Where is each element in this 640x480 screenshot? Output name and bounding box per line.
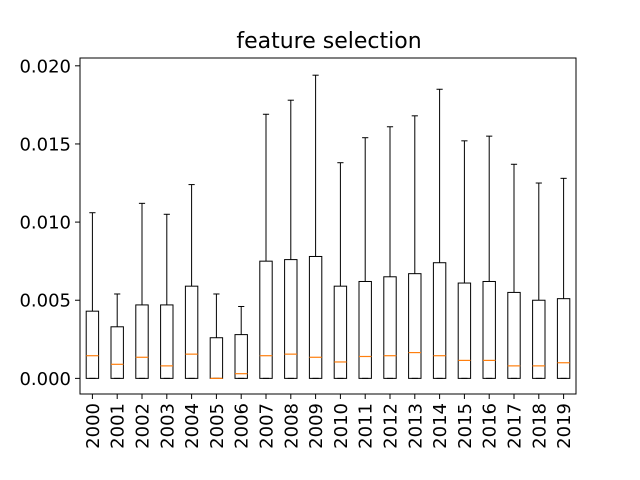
box-2006 [234,305,248,379]
box-body [284,259,298,379]
box-2002 [135,202,149,379]
box-2012 [383,126,397,379]
box-body [234,334,248,379]
box-2009 [308,74,323,379]
box-2010 [333,162,348,379]
x-axis: 2000 2001 2002 2003 2004 2005 2006 2007 2008 2009… [83,394,575,449]
box-body [532,299,546,379]
x-tick-label-2003: 2003 [157,403,178,449]
x-tick-label-2015: 2015 [455,403,476,449]
box-body [408,273,422,379]
box-body [110,326,124,379]
x-tick-label-2012: 2012 [381,403,402,449]
plot-frame [79,57,577,395]
box-2015 [457,140,472,379]
chart-title: feature selection [236,29,421,54]
x-tick-label-2007: 2007 [257,403,278,449]
box-2013 [408,115,422,379]
box-body [482,280,496,379]
y-tick-label: 0.010 [19,213,71,234]
box-2019 [556,177,571,379]
box-2018 [532,182,546,379]
box-body [556,298,571,379]
x-tick-label-2013: 2013 [405,403,426,449]
box-body [358,280,372,379]
x-tick-label-2005: 2005 [207,403,228,449]
x-tick-label-2008: 2008 [281,403,302,449]
box-2007 [259,113,273,379]
x-tick-label-2011: 2011 [356,403,377,449]
y-tick-label: 0.005 [19,291,71,312]
box-body [184,285,199,379]
box-body [507,291,521,379]
box-2011 [358,137,372,379]
box-2001 [110,293,124,379]
box-2003 [160,213,174,379]
plot-marks [85,74,571,379]
box-body [432,262,447,379]
x-tick-label-2018: 2018 [529,403,550,449]
x-tick-label-2001: 2001 [108,403,129,449]
box-body [259,260,273,379]
x-tick-label-2016: 2016 [480,403,501,449]
x-tick-label-2000: 2000 [83,403,104,449]
box-2004 [184,184,199,379]
box-2005 [209,293,224,379]
box-2000 [85,212,100,379]
x-tick-label-2004: 2004 [182,403,203,449]
box-2014 [432,88,447,379]
box-body [209,337,224,379]
y-tick-label: 0.020 [19,56,71,77]
box-2016 [482,135,496,379]
x-tick-label-2010: 2010 [331,403,352,449]
box-body [333,285,348,379]
y-tick-label: 0.015 [19,134,71,155]
box-body [383,276,397,379]
box-body [85,310,100,379]
x-tick-label-2006: 2006 [232,403,253,449]
x-tick-label-2019: 2019 [554,403,575,449]
box-2017 [507,163,521,379]
y-axis: 0.000 0.005 0.010 0.015 0.020 [19,56,80,390]
x-tick-label-2002: 2002 [133,403,154,449]
box-2008 [284,99,298,379]
x-tick-label-2017: 2017 [505,403,526,449]
box-body [135,304,149,379]
y-tick-label: 0.000 [19,369,71,390]
x-tick-label-2009: 2009 [306,403,327,449]
x-tick-label-2014: 2014 [430,403,451,449]
box-body [160,304,174,379]
box-body [457,282,472,379]
box-body [308,255,323,379]
